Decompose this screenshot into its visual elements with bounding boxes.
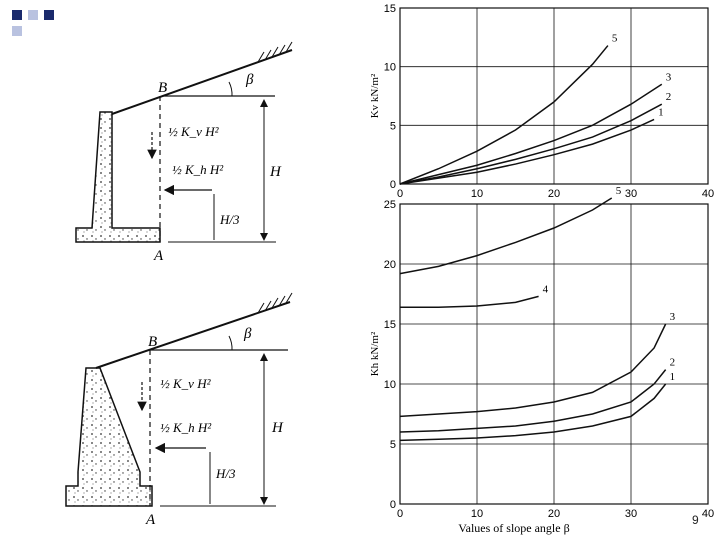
- x-tick-label: 40: [702, 188, 714, 200]
- y-tick-label: 10: [384, 379, 396, 391]
- x-tick-label: 0: [397, 508, 403, 520]
- deco-square: [12, 10, 22, 20]
- series-label-2: 2: [666, 91, 672, 103]
- label-B: B: [158, 80, 167, 96]
- chart-kv: 0 10 20 30 40 0 5 10 15 Kv kN/m² 5 3 21: [369, 3, 714, 200]
- series-label-1: 1: [658, 106, 664, 118]
- y-tick-label: 20: [384, 259, 396, 271]
- series-line-2: [399, 103, 663, 185]
- y-axis-label: Kv kN/m²: [369, 73, 381, 118]
- series-line-5: [399, 197, 613, 275]
- y-axis-label: Kh kN/m²: [369, 331, 381, 376]
- deco-square: [28, 10, 38, 20]
- y-tick-label: 5: [390, 120, 396, 132]
- x-tick-label: 10: [471, 508, 483, 520]
- lever-arm-label: H/3: [215, 466, 236, 481]
- x-tick-label: 20: [548, 508, 560, 520]
- force-vertical-label: ½ K_v H²: [168, 124, 220, 139]
- deco-square: [44, 10, 54, 20]
- x-tick-label: 0: [397, 188, 403, 200]
- series-label-4: 4: [543, 283, 549, 295]
- x-tick-label: 20: [548, 188, 560, 200]
- series-line-2: [399, 369, 667, 433]
- y-tick-label: 15: [384, 319, 396, 331]
- label-B: B: [148, 334, 157, 350]
- force-vertical-label: ½ K_v H²: [160, 376, 212, 391]
- x-axis-label: Values of slope angle β: [458, 521, 569, 535]
- deco-square: [12, 26, 22, 36]
- label-beta: β: [245, 72, 254, 88]
- y-tick-label: 15: [384, 3, 396, 15]
- series-line-3: [399, 323, 667, 418]
- series-label-5: 5: [612, 33, 618, 45]
- lever-arm-label: H/3: [219, 212, 240, 227]
- y-tick-label: 25: [384, 199, 396, 211]
- force-horizontal-label: ½ K_h H²: [160, 420, 212, 435]
- x-tick-label: 40: [702, 508, 714, 520]
- y-tick-label: 10: [384, 62, 396, 74]
- y-tick-label: 5: [390, 439, 396, 451]
- series-line-1: [399, 118, 655, 185]
- label-A: A: [153, 248, 164, 264]
- y-tick-label: 0: [390, 499, 396, 511]
- series-line-1: [399, 383, 667, 442]
- label-beta: β: [243, 326, 252, 342]
- series-line-5: [399, 45, 609, 185]
- force-horizontal-label: ½ K_h H²: [172, 162, 224, 177]
- page-number: 9: [692, 513, 699, 527]
- retaining-wall-diagram-top: B A β H ½ K_v H² ½ K_h H² H/3: [75, 41, 293, 264]
- series-line-4: [400, 295, 539, 308]
- series-line-3: [399, 83, 663, 185]
- series-label-2: 2: [670, 357, 676, 369]
- x-tick-label: 30: [625, 508, 637, 520]
- label-H: H: [271, 420, 284, 436]
- retaining-wall-diagram-bottom: B A β H ½ K_v H² ½ K_h H² H/3: [65, 292, 293, 528]
- x-tick-label: 10: [471, 188, 483, 200]
- series-label-3: 3: [666, 71, 672, 83]
- y-tick-label: 0: [390, 179, 396, 191]
- x-tick-label: 30: [625, 188, 637, 200]
- label-A: A: [145, 512, 156, 528]
- label-H: H: [269, 164, 282, 180]
- series-label-5: 5: [616, 185, 622, 197]
- series-label-3: 3: [670, 311, 676, 323]
- series-label-1: 1: [670, 371, 676, 383]
